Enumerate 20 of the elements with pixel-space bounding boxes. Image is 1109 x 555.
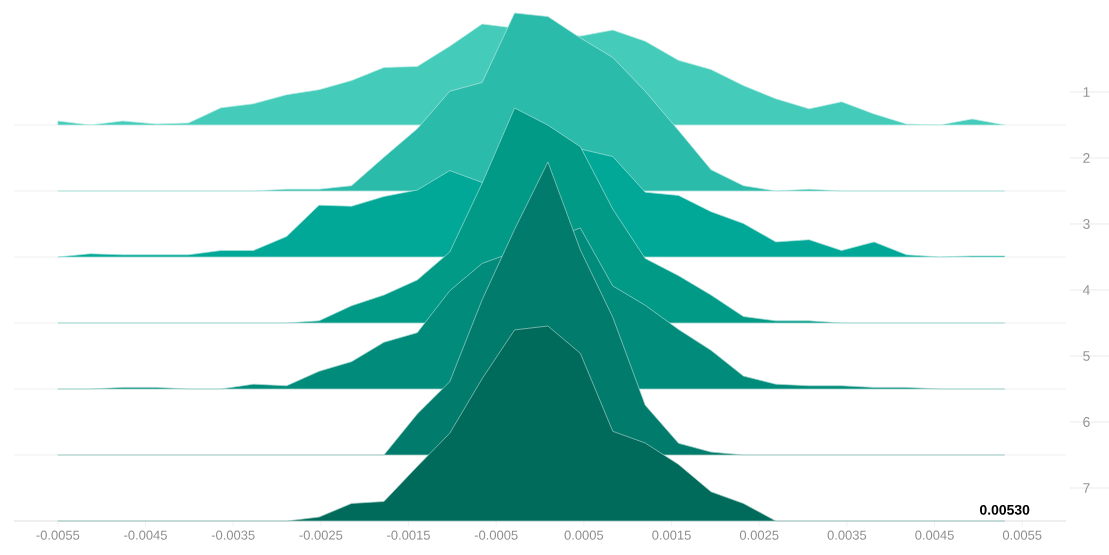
text: 6 (1083, 417, 1090, 427)
x-tick-label: 0.0055 (1002, 530, 1042, 540)
x-tick-label: -0.0015 (387, 530, 430, 540)
x-tick-label: -0.0035 (211, 530, 255, 540)
x-tick-label: -0.0025 (299, 530, 343, 540)
text: 5 (1083, 351, 1090, 361)
x-tick-label: -0.0055 (36, 530, 80, 540)
text: 1 (1083, 87, 1090, 97)
x-tick-label: 0.0045 (915, 530, 954, 540)
text: 3 (1083, 219, 1090, 229)
x-tick-label: -0.0045 (124, 530, 167, 540)
x-tick-label: 0.0025 (739, 530, 779, 540)
text: 2 (1083, 153, 1090, 163)
x-tick-label: 0.0035 (827, 530, 867, 540)
text: 7 (1083, 483, 1090, 493)
x-tick-label: 0.0005 (564, 530, 604, 540)
x-tick-label: 0.0015 (652, 530, 691, 540)
x-tick-label: -0.0005 (474, 530, 518, 540)
annotation: 0.00530 (980, 504, 1030, 515)
text: 4 (1082, 285, 1090, 295)
